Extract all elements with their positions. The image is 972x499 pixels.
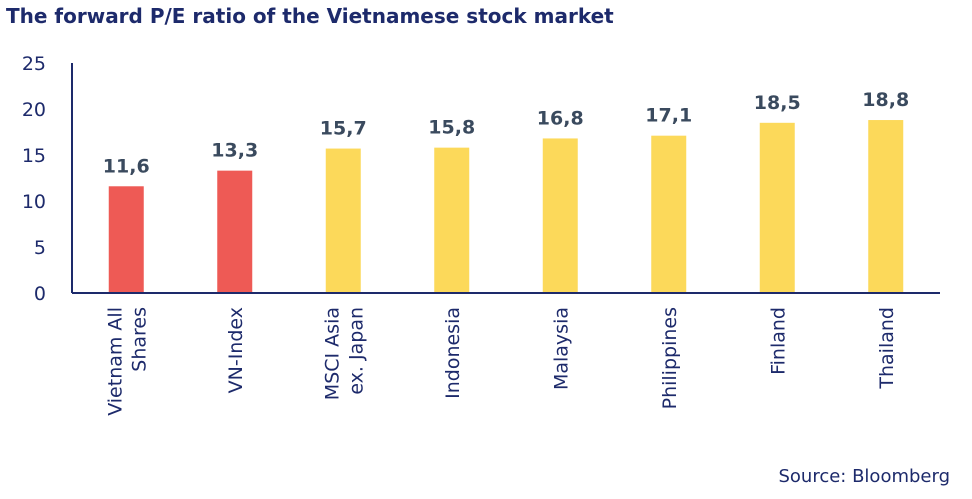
data-label: 13,3 — [211, 140, 258, 162]
bar — [651, 135, 687, 293]
bar — [759, 122, 795, 293]
category-label: Philippines — [659, 307, 681, 409]
bar — [434, 147, 470, 293]
source-note: Source: Bloomberg — [778, 466, 950, 487]
bar — [325, 148, 361, 293]
data-labels: 11,6 13,3 15,7 15,8 16,8 17,1 18,5 18,8 — [103, 89, 909, 177]
category-label-line: Shares — [128, 307, 150, 372]
data-label: 15,8 — [428, 117, 475, 139]
category-label-line: Indonesia — [442, 307, 464, 399]
data-label: 16,8 — [537, 107, 584, 129]
bars — [108, 120, 904, 293]
bar — [868, 120, 904, 293]
y-tick-label: 10 — [22, 191, 46, 213]
y-tick-label: 20 — [22, 99, 46, 121]
chart-title: The forward P/E ratio of the Vietnamese … — [6, 4, 614, 28]
category-label-line: VN-Index — [225, 307, 247, 393]
bar — [542, 138, 578, 293]
category-label-line: MSCI Asia — [321, 307, 343, 400]
category-labels: Vietnam All Shares VN-Index MSCI Asia ex. Ja… — [104, 307, 898, 416]
bar — [108, 186, 144, 293]
category-label-line: Malaysia — [550, 307, 572, 390]
category-label: Indonesia — [442, 307, 464, 399]
y-tick-label: 15 — [22, 145, 46, 167]
data-label: 15,7 — [320, 118, 367, 140]
y-axis-ticks: 0 5 10 15 20 25 — [22, 53, 46, 305]
category-label: Malaysia — [550, 307, 572, 390]
category-label-line: Thailand — [876, 307, 898, 390]
y-tick-label: 0 — [34, 283, 46, 305]
data-label: 11,6 — [103, 155, 150, 177]
category-label-line: Finland — [767, 307, 789, 375]
category-label: Thailand — [876, 307, 898, 390]
category-label-line: Philippines — [659, 307, 681, 409]
category-label: Finland — [767, 307, 789, 375]
y-tick-label: 5 — [34, 237, 46, 259]
data-label: 18,8 — [862, 89, 909, 111]
category-label: Vietnam All Shares — [104, 307, 150, 416]
data-label: 17,1 — [645, 105, 692, 127]
y-tick-label: 25 — [22, 53, 46, 75]
bar — [217, 170, 253, 293]
category-label-line: Vietnam All — [104, 307, 126, 416]
category-label: MSCI Asia ex. Japan — [321, 307, 367, 400]
category-label-line: ex. Japan — [345, 307, 367, 395]
data-label: 18,5 — [754, 92, 801, 114]
category-label: VN-Index — [225, 307, 247, 393]
